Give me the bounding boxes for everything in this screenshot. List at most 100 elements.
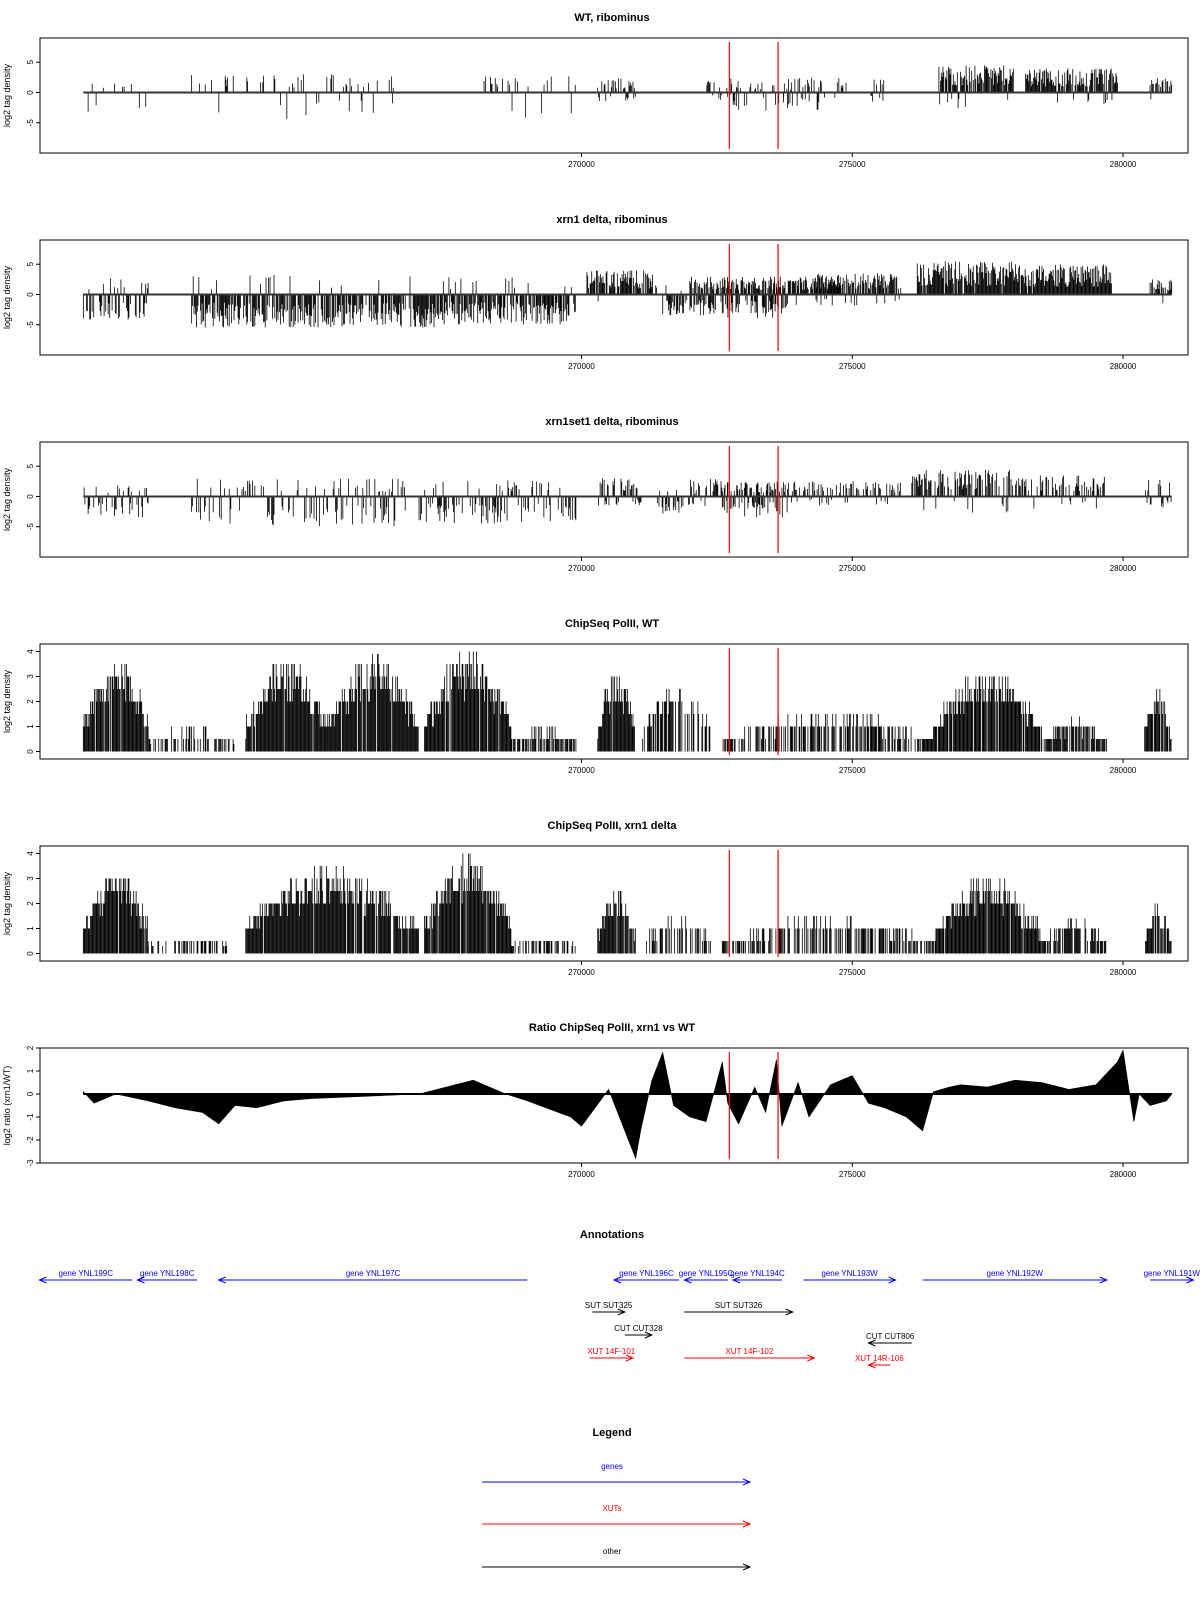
y-tick-label: 1 bbox=[26, 724, 35, 729]
y-axis-label: log2 tag density bbox=[2, 265, 12, 329]
annotation-feature: gene YNL197C bbox=[217, 1269, 528, 1284]
annotation-feature: gene YNL192W bbox=[922, 1269, 1109, 1284]
annotation-feature: SUT SUT325 bbox=[585, 1301, 633, 1316]
y-tick-label: -2 bbox=[26, 1136, 35, 1144]
feature-arrow-head bbox=[742, 1563, 752, 1571]
feature-label: SUT SUT326 bbox=[715, 1301, 763, 1310]
panel-title: WT, ribominus bbox=[574, 12, 649, 24]
feature-label: gene YNL193W bbox=[821, 1269, 878, 1278]
feature-label: SUT SUT325 bbox=[585, 1301, 633, 1310]
track-panels: WT, ribominus log2 tag density -5 0 5 270000 2… bbox=[2, 12, 1189, 1179]
annotation-feature: CUT CUT806 bbox=[866, 1332, 915, 1347]
feature-arrow-head bbox=[136, 1276, 145, 1284]
x-tick-label: 270000 bbox=[568, 564, 595, 573]
legend-item: XUTs bbox=[482, 1504, 752, 1528]
x-tick-label: 275000 bbox=[839, 766, 866, 775]
feature-label: gene YNL197C bbox=[346, 1269, 401, 1278]
annotation-feature: gene YNL196C bbox=[612, 1269, 679, 1284]
panel-frame bbox=[39, 37, 1189, 154]
feature-arrow-head bbox=[38, 1276, 47, 1284]
feature-arrow-head bbox=[888, 1276, 897, 1284]
annotation-features: gene YNL199C gene YNL198C gene YNL197C gene… bbox=[38, 1269, 1200, 1369]
legend: Legend genes XUTs other bbox=[482, 1427, 752, 1571]
feature-arrow-head bbox=[867, 1339, 876, 1347]
legend-title: Legend bbox=[592, 1427, 631, 1439]
feature-label: XUT 14F-101 bbox=[587, 1347, 635, 1356]
legend-label: genes bbox=[601, 1462, 623, 1471]
panel-frame bbox=[39, 441, 1189, 558]
y-tick-label: 4 bbox=[26, 851, 35, 856]
annotation-feature: gene YNL198C bbox=[136, 1269, 198, 1284]
panel-title: xrn1 delta, ribominus bbox=[556, 214, 667, 226]
y-tick-label: 3 bbox=[26, 876, 35, 881]
series-bars bbox=[82, 853, 1172, 954]
feature-arrow-head bbox=[625, 1354, 635, 1362]
panel-frame bbox=[39, 239, 1189, 356]
y-tick-label: -5 bbox=[26, 119, 35, 127]
y-tick-label: -5 bbox=[26, 321, 35, 329]
feature-label: gene YNL195C bbox=[679, 1269, 734, 1278]
feature-arrow-head bbox=[742, 1478, 752, 1486]
track-panel: xrn1set1 delta, ribominus log2 tag densit… bbox=[2, 416, 1189, 573]
panel-frame bbox=[39, 845, 1189, 962]
panel-title: ChipSeq PolII, xrn1 delta bbox=[548, 820, 678, 832]
annotation-feature: SUT SUT326 bbox=[684, 1301, 794, 1316]
series-bars bbox=[82, 651, 1172, 752]
annotation-feature: XUT 14R-106 bbox=[855, 1354, 904, 1369]
ratio-area bbox=[83, 1049, 1173, 1160]
y-tick-label: 0 bbox=[26, 1091, 35, 1096]
y-tick-label: 1 bbox=[26, 1068, 35, 1073]
track-panel: Ratio ChipSeq PolII, xrn1 vs WT log2 rati… bbox=[2, 1022, 1189, 1179]
feature-arrow-head bbox=[785, 1308, 794, 1316]
series-bars bbox=[83, 469, 1172, 527]
y-tick-label: 0 bbox=[26, 951, 35, 956]
legend-label: other bbox=[603, 1547, 622, 1556]
track-panel: xrn1 delta, ribominus log2 tag density -5 0… bbox=[2, 214, 1189, 371]
feature-arrow-head bbox=[731, 1276, 741, 1284]
series-bars bbox=[82, 261, 1173, 328]
legend-item: other bbox=[482, 1547, 752, 1571]
x-tick-label: 280000 bbox=[1110, 160, 1137, 169]
x-tick-label: 280000 bbox=[1110, 1170, 1137, 1179]
y-tick-label: 5 bbox=[26, 59, 35, 64]
y-tick-label: 0 bbox=[26, 494, 35, 499]
y-tick-label: -5 bbox=[26, 523, 35, 531]
feature-label: CUT CUT328 bbox=[614, 1324, 663, 1333]
x-tick-label: 275000 bbox=[839, 362, 866, 371]
feature-arrow-head bbox=[867, 1361, 876, 1369]
x-tick-label: 270000 bbox=[568, 968, 595, 977]
feature-arrow-head bbox=[612, 1276, 622, 1284]
feature-arrow-head bbox=[742, 1520, 752, 1528]
x-tick-label: 280000 bbox=[1110, 564, 1137, 573]
feature-label: gene YNL194C bbox=[730, 1269, 785, 1278]
feature-arrow-head bbox=[1186, 1276, 1195, 1284]
legend-item: genes bbox=[482, 1462, 752, 1486]
feature-arrow-head bbox=[644, 1331, 654, 1339]
series-bars bbox=[87, 65, 1173, 119]
feature-label: gene YNL196C bbox=[619, 1269, 674, 1278]
x-tick-label: 275000 bbox=[839, 1170, 866, 1179]
track-panel: WT, ribominus log2 tag density -5 0 5 270000 2… bbox=[2, 12, 1189, 169]
annotation-feature: gene YNL191W bbox=[1144, 1269, 1200, 1284]
y-tick-label: 4 bbox=[26, 649, 35, 654]
x-tick-label: 270000 bbox=[568, 160, 595, 169]
y-tick-label: 0 bbox=[26, 749, 35, 754]
y-axis-label: log2 tag density bbox=[2, 63, 12, 127]
annotation-feature: CUT CUT328 bbox=[614, 1324, 663, 1339]
panel-title: Ratio ChipSeq PolII, xrn1 vs WT bbox=[529, 1022, 696, 1034]
panel-title: xrn1set1 delta, ribominus bbox=[545, 416, 678, 428]
feature-label: XUT 14R-106 bbox=[855, 1354, 904, 1363]
y-axis-label: log2 tag density bbox=[2, 467, 12, 531]
feature-arrow-head bbox=[807, 1354, 816, 1362]
y-tick-label: 5 bbox=[26, 463, 35, 468]
annotation-feature: XUT 14F-102 bbox=[684, 1347, 816, 1362]
feature-arrow-head bbox=[1099, 1276, 1109, 1284]
legend-items: genes XUTs other bbox=[482, 1462, 752, 1571]
x-tick-label: 280000 bbox=[1110, 766, 1137, 775]
x-tick-label: 275000 bbox=[839, 968, 866, 977]
feature-label: gene YNL192W bbox=[987, 1269, 1044, 1278]
annotation-feature: gene YNL199C bbox=[38, 1269, 133, 1284]
y-tick-label: -1 bbox=[26, 1113, 35, 1121]
y-tick-label: -3 bbox=[26, 1159, 35, 1167]
